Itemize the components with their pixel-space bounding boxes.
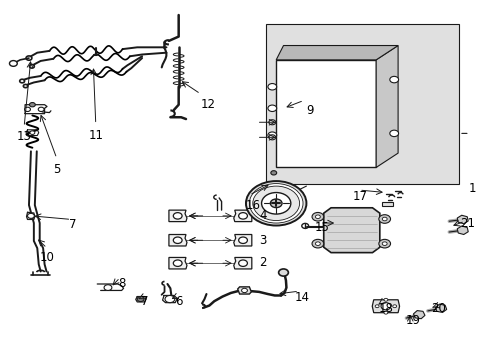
Polygon shape <box>434 304 446 312</box>
Polygon shape <box>233 257 251 269</box>
Text: 17: 17 <box>352 190 367 203</box>
Polygon shape <box>413 311 424 319</box>
Polygon shape <box>381 202 392 206</box>
Text: 19: 19 <box>405 314 419 327</box>
Text: 18: 18 <box>378 302 392 315</box>
Text: 13: 13 <box>17 130 31 144</box>
Polygon shape <box>237 287 251 294</box>
Text: 11: 11 <box>88 129 103 142</box>
Circle shape <box>30 131 35 134</box>
Text: 1: 1 <box>468 183 475 195</box>
Polygon shape <box>168 257 186 269</box>
Circle shape <box>315 242 320 246</box>
Circle shape <box>389 130 398 136</box>
Text: 7: 7 <box>68 218 76 231</box>
Circle shape <box>9 60 17 66</box>
Text: 3: 3 <box>259 234 266 247</box>
Circle shape <box>104 285 112 291</box>
Circle shape <box>238 237 247 243</box>
Text: 4: 4 <box>259 210 266 222</box>
Circle shape <box>137 297 144 302</box>
Text: 8: 8 <box>118 278 125 291</box>
Circle shape <box>378 239 390 248</box>
Circle shape <box>382 242 386 246</box>
Circle shape <box>267 105 276 112</box>
Text: 21: 21 <box>459 216 474 230</box>
Text: 15: 15 <box>314 221 329 234</box>
Circle shape <box>267 84 276 90</box>
Circle shape <box>311 212 323 221</box>
Circle shape <box>382 217 386 221</box>
Polygon shape <box>371 300 399 313</box>
Circle shape <box>267 132 276 138</box>
Polygon shape <box>168 210 186 222</box>
Polygon shape <box>266 24 458 184</box>
Polygon shape <box>375 45 397 167</box>
Circle shape <box>164 296 174 303</box>
Polygon shape <box>233 210 251 222</box>
Text: 16: 16 <box>245 199 260 212</box>
Circle shape <box>270 171 276 175</box>
Polygon shape <box>276 60 375 167</box>
Circle shape <box>261 193 290 214</box>
Circle shape <box>268 120 275 125</box>
Polygon shape <box>168 234 186 246</box>
Polygon shape <box>456 226 468 234</box>
Text: 7: 7 <box>141 295 148 308</box>
Circle shape <box>270 199 282 208</box>
Circle shape <box>252 186 299 221</box>
Polygon shape <box>233 234 251 246</box>
Circle shape <box>173 213 182 219</box>
Polygon shape <box>456 215 468 224</box>
Text: 2: 2 <box>259 256 266 269</box>
Circle shape <box>392 305 396 308</box>
Circle shape <box>311 239 323 248</box>
Polygon shape <box>276 45 397 60</box>
Circle shape <box>389 76 398 83</box>
Text: 10: 10 <box>40 251 54 264</box>
Circle shape <box>241 288 247 293</box>
Circle shape <box>245 181 306 226</box>
Circle shape <box>268 135 275 140</box>
Text: 12: 12 <box>200 98 215 111</box>
Circle shape <box>249 184 303 223</box>
Text: 20: 20 <box>430 302 445 315</box>
Circle shape <box>173 237 182 243</box>
Circle shape <box>238 260 247 266</box>
Circle shape <box>383 311 387 314</box>
Text: 9: 9 <box>306 104 313 117</box>
Circle shape <box>378 215 390 223</box>
Circle shape <box>315 215 320 219</box>
Circle shape <box>29 103 35 107</box>
Circle shape <box>383 298 387 301</box>
Text: 5: 5 <box>53 163 61 176</box>
Circle shape <box>173 260 182 266</box>
Text: 14: 14 <box>294 291 309 304</box>
Circle shape <box>27 213 34 219</box>
Polygon shape <box>323 208 379 253</box>
Circle shape <box>38 107 44 112</box>
Circle shape <box>278 269 288 276</box>
Circle shape <box>374 305 378 308</box>
Circle shape <box>238 213 247 219</box>
Circle shape <box>380 303 390 310</box>
Circle shape <box>24 107 30 112</box>
Text: 6: 6 <box>175 295 182 308</box>
